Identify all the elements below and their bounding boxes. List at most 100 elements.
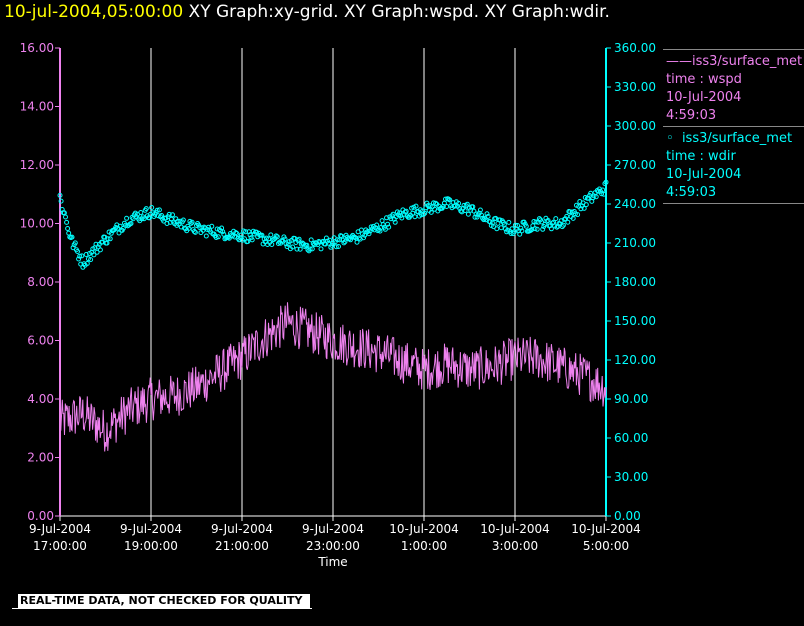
wdir-point — [154, 207, 160, 213]
wdir-point — [479, 212, 484, 218]
wdir-point — [91, 252, 97, 258]
wdir-point — [64, 219, 70, 225]
wdir-point — [107, 236, 113, 242]
x-tick-label-date: 10-Jul-2004 — [480, 522, 550, 536]
y-right-tick-label: 240.00 — [614, 197, 656, 211]
wdir-point — [94, 249, 100, 255]
y-left-tick-label: 10.00 — [20, 217, 54, 231]
wdir-point — [238, 232, 244, 238]
wdir-point — [78, 261, 84, 267]
y-right-tick-label: 90.00 — [614, 392, 648, 406]
wdir-point — [358, 227, 364, 233]
wdir-point — [403, 208, 409, 214]
wdir-point — [156, 207, 162, 213]
x-tick-label-time: 23:00:00 — [306, 539, 360, 553]
wdir-point — [397, 210, 403, 216]
wdir-point — [84, 261, 90, 266]
footer-rule — [12, 608, 312, 609]
legend-entry-wdir: ◦ iss3/surface_met time : wdir 10-Jul-20… — [663, 130, 804, 202]
wdir-point — [560, 222, 566, 228]
wdir-point — [203, 233, 209, 239]
wdir-point — [428, 209, 434, 215]
wdir-point — [304, 242, 310, 248]
legend-wspd-date: 10-Jul-2004 — [666, 90, 742, 105]
wdir-point — [166, 211, 172, 217]
wdir-point — [374, 222, 380, 228]
wdir-point — [501, 221, 507, 227]
y-left-tick-label: 4.00 — [27, 392, 54, 406]
wdir-point — [457, 206, 463, 211]
y-left-tick-label: 6.00 — [27, 334, 54, 348]
wdir-point — [399, 215, 405, 221]
line-marker-icon: —— — [666, 54, 692, 69]
wdir-point — [189, 219, 195, 225]
wdir-point — [545, 218, 551, 223]
wdir-point — [603, 179, 609, 185]
legend-wspd-var: time : wspd — [666, 72, 742, 87]
wdir-point — [532, 226, 538, 232]
wdir-point — [143, 206, 149, 212]
wdir-point — [333, 244, 339, 250]
wdir-point — [317, 239, 323, 245]
wdir-point — [268, 232, 274, 238]
wdir-point — [497, 217, 503, 223]
legend-wdir-var: time : wdir — [666, 149, 736, 164]
x-tick-label-date: 9-Jul-2004 — [120, 522, 182, 536]
graph-title: 10-jul-2004,05:00:00 XY Graph:xy-grid. X… — [4, 2, 610, 22]
wdir-point — [464, 201, 470, 207]
y-right-tick-label: 0.00 — [614, 509, 641, 523]
wdir-point — [138, 210, 144, 215]
wdir-point — [485, 213, 491, 219]
wdir-point — [342, 239, 348, 245]
wdir-point — [386, 224, 392, 230]
legend: ——iss3/surface_met time : wspd 10-Jul-20… — [663, 48, 804, 207]
wdir-point — [97, 247, 103, 253]
wdir-point — [447, 197, 453, 203]
wdir-point — [410, 210, 416, 216]
wdir-point — [57, 192, 63, 198]
wdir-point — [484, 211, 490, 217]
wdir-point — [180, 217, 186, 223]
wdir-point — [456, 200, 462, 206]
wdir-point — [308, 237, 314, 243]
y-left-tick-label: 16.00 — [20, 41, 54, 55]
wdir-point — [572, 211, 578, 217]
wdir-point — [297, 246, 303, 252]
wdir-point — [385, 221, 391, 227]
wdir-point — [341, 240, 347, 246]
wdir-point — [186, 225, 192, 231]
x-tick-label-time: 17:00:00 — [33, 539, 87, 553]
wdir-point — [65, 226, 71, 231]
wdir-point — [334, 237, 340, 243]
wdir-point — [220, 229, 226, 235]
legend-entry-wspd: ——iss3/surface_met time : wspd 10-Jul-20… — [663, 53, 804, 125]
wdir-point — [243, 229, 249, 235]
wdir-point — [218, 228, 223, 234]
wdir-point — [85, 256, 91, 262]
wdir-point — [540, 226, 546, 232]
wdir-point — [233, 230, 239, 236]
y-right-tick-label: 300.00 — [614, 119, 656, 133]
wdir-point — [79, 253, 85, 259]
y-right-tick-label: 150.00 — [614, 314, 656, 328]
wdir-point — [283, 241, 289, 247]
legend-wdir-time: 4:59:03 — [666, 185, 717, 200]
wdir-point — [274, 234, 280, 240]
wdir-point — [583, 202, 589, 208]
wdir-point — [76, 256, 82, 262]
y-right-tick-label: 120.00 — [614, 353, 656, 367]
y-right-tick-label: 360.00 — [614, 41, 656, 55]
wdir-point — [425, 203, 431, 209]
y-left-tick-label: 12.00 — [20, 158, 54, 172]
x-tick-label-time: 1:00:00 — [401, 539, 447, 553]
wdir-point — [424, 200, 430, 206]
legend-wdir-date: 10-Jul-2004 — [666, 167, 742, 182]
wdir-point — [271, 236, 277, 242]
legend-separator — [663, 49, 804, 50]
wdir-point — [128, 221, 134, 226]
wdir-point — [354, 239, 360, 245]
x-tick-label-time: 19:00:00 — [124, 539, 178, 553]
x-tick-label-time: 3:00:00 — [492, 539, 538, 553]
wspd-series-line — [59, 302, 607, 452]
y-right-tick-label: 30.00 — [614, 470, 648, 484]
